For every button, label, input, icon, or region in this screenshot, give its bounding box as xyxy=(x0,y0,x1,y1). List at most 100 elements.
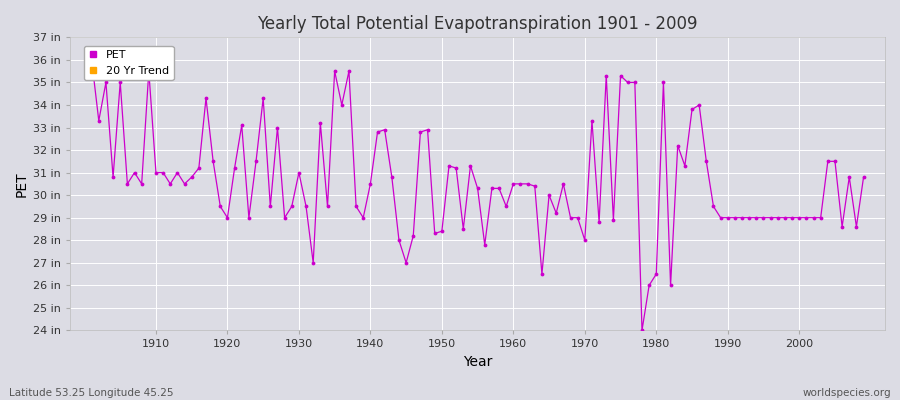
Point xyxy=(692,102,706,108)
Point xyxy=(349,203,364,210)
Point xyxy=(356,214,371,221)
Point xyxy=(627,79,642,86)
Point xyxy=(148,170,163,176)
Point xyxy=(471,185,485,192)
Point xyxy=(785,214,799,221)
Point xyxy=(213,203,228,210)
Point xyxy=(763,214,778,221)
Point xyxy=(599,72,614,79)
Point xyxy=(184,174,199,180)
Point xyxy=(778,214,792,221)
Point xyxy=(392,237,406,244)
Point xyxy=(406,232,420,239)
Point xyxy=(456,226,471,232)
Point xyxy=(163,181,177,187)
Point xyxy=(792,214,806,221)
Point xyxy=(256,95,270,102)
Point xyxy=(320,203,335,210)
Point xyxy=(642,282,656,288)
Point xyxy=(592,219,607,226)
Point xyxy=(113,79,128,86)
Point xyxy=(220,214,235,221)
Point xyxy=(857,174,871,180)
Point xyxy=(141,68,156,74)
Point xyxy=(799,214,814,221)
Point xyxy=(842,174,857,180)
Point xyxy=(735,214,750,221)
Point xyxy=(377,126,392,133)
Legend: PET, 20 Yr Trend: PET, 20 Yr Trend xyxy=(84,46,174,80)
Point xyxy=(742,214,756,221)
Point xyxy=(199,95,213,102)
Point xyxy=(520,181,535,187)
Point xyxy=(235,122,249,128)
Point xyxy=(284,203,299,210)
Point xyxy=(678,163,692,169)
Point xyxy=(542,192,556,198)
Point xyxy=(749,214,763,221)
Y-axis label: PET: PET xyxy=(15,171,29,197)
Point xyxy=(270,124,284,131)
Point xyxy=(756,214,770,221)
Point xyxy=(328,68,342,74)
Point xyxy=(478,242,492,248)
Point xyxy=(134,181,148,187)
Point xyxy=(435,228,449,234)
Title: Yearly Total Potential Evapotranspiration 1901 - 2009: Yearly Total Potential Evapotranspiratio… xyxy=(257,15,698,33)
Point xyxy=(228,165,242,171)
Point xyxy=(248,158,263,164)
Point xyxy=(92,118,106,124)
Point xyxy=(106,174,121,180)
Point xyxy=(384,174,399,180)
Point xyxy=(714,214,728,221)
Point xyxy=(206,158,220,164)
Point xyxy=(127,170,141,176)
Point xyxy=(85,57,99,63)
Point xyxy=(814,214,828,221)
Text: worldspecies.org: worldspecies.org xyxy=(803,388,891,398)
Point xyxy=(156,170,170,176)
Point xyxy=(399,260,413,266)
Point xyxy=(571,214,585,221)
Point xyxy=(535,271,549,277)
Point xyxy=(364,181,378,187)
Point xyxy=(634,327,649,334)
Point xyxy=(850,224,864,230)
Point xyxy=(728,214,742,221)
Point xyxy=(585,118,599,124)
Point xyxy=(527,183,542,189)
Point xyxy=(306,260,320,266)
Point xyxy=(506,181,520,187)
Point xyxy=(706,203,721,210)
Point xyxy=(721,214,735,221)
Point xyxy=(342,68,356,74)
Point xyxy=(649,271,663,277)
Point xyxy=(485,185,500,192)
Point xyxy=(556,181,571,187)
Point xyxy=(663,282,678,288)
Point xyxy=(277,214,292,221)
Point xyxy=(370,129,384,135)
Point xyxy=(806,214,821,221)
Point xyxy=(121,181,135,187)
Point xyxy=(699,158,714,164)
Point xyxy=(413,129,428,135)
X-axis label: Year: Year xyxy=(463,355,492,369)
Point xyxy=(499,203,513,210)
Point xyxy=(464,163,478,169)
Point xyxy=(670,142,685,149)
Point xyxy=(828,158,842,164)
Point xyxy=(428,230,442,237)
Point xyxy=(607,217,621,223)
Point xyxy=(578,237,592,244)
Point xyxy=(835,224,850,230)
Point xyxy=(177,181,192,187)
Point xyxy=(420,126,435,133)
Point xyxy=(513,181,527,187)
Point xyxy=(613,72,627,79)
Point xyxy=(563,214,578,221)
Point xyxy=(821,158,835,164)
Point xyxy=(170,170,184,176)
Point xyxy=(299,203,313,210)
Point xyxy=(442,163,456,169)
